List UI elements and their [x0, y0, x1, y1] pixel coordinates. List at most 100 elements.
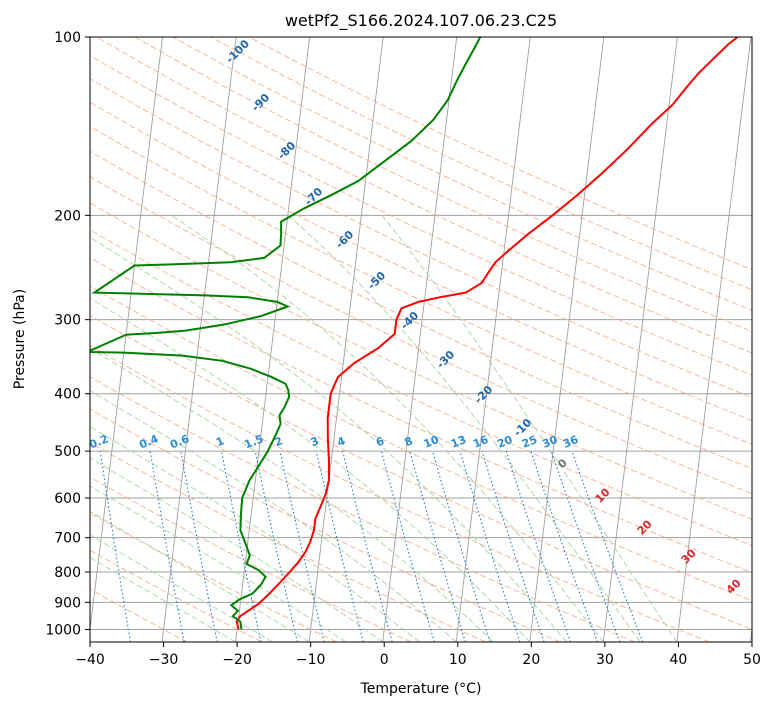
dry-adiabat — [90, 125, 752, 445]
mixing-ratio-label: 25 — [520, 433, 539, 451]
moist-adiabat — [90, 297, 531, 642]
y-tick-label: 100 — [54, 30, 81, 46]
dry-adiabat — [90, 229, 752, 547]
y-axis-label: Pressure (hPa) — [12, 289, 28, 389]
moist-adiabat — [381, 214, 678, 642]
moist-adiabat — [90, 510, 310, 642]
mixing-ratio-line — [254, 450, 298, 642]
isotherm-line — [455, 37, 531, 642]
x-tick-label: 0 — [380, 652, 389, 668]
dry-adiabat-label: 40 — [724, 576, 744, 596]
moist-adiabat — [90, 389, 457, 642]
isotherm-line — [676, 37, 752, 642]
moist-adiabat — [90, 485, 347, 642]
isotherm-line — [90, 37, 163, 634]
dry-adiabat-label: -90 — [249, 91, 272, 114]
dry-adiabat — [134, 37, 752, 332]
dry-adiabat-label: -30 — [434, 348, 457, 371]
x-tick-label: −40 — [75, 652, 105, 668]
dry-adiabat — [90, 376, 635, 642]
dry-adiabat — [90, 78, 752, 399]
mixing-ratio-line — [180, 451, 218, 642]
line-labels: 0.2 0.4 0.6 1 1.5 2 3 4 6 8 10 13 16 20 25 30 36-100-90-… — [87, 37, 743, 597]
dry-adiabat — [90, 54, 752, 376]
isotherm-line — [529, 37, 605, 642]
mixing-ratio-line — [571, 450, 644, 642]
mixing-ratio-line — [550, 450, 621, 642]
mixing-ratio-line — [380, 450, 435, 642]
y-ticks: 100 200 300 400 500 600 700 800 900 1000 — [45, 30, 90, 638]
moist-adiabat — [90, 556, 236, 642]
x-axis-label: Temperature (°C) — [360, 681, 482, 697]
mixing-ratio-line — [315, 450, 364, 642]
y-tick-label: 700 — [54, 531, 81, 547]
dry-adiabat-label: 20 — [635, 517, 655, 537]
temperature-line — [235, 37, 739, 630]
mixing-ratio-line — [459, 450, 521, 642]
mixing-ratio-label: 36 — [561, 433, 580, 451]
mixing-ratio-label: 13 — [449, 433, 468, 451]
dry-adiabat-label: -40 — [398, 309, 421, 332]
dry-adiabat — [96, 37, 752, 354]
y-tick-label: 1000 — [45, 622, 81, 638]
dry-adiabat — [90, 441, 486, 642]
isotherm-line — [235, 37, 311, 642]
dry-adiabat — [90, 549, 262, 642]
mixing-ratio-line — [505, 450, 572, 642]
mixing-ratio-line — [279, 450, 325, 642]
y-tick-label: 500 — [54, 444, 81, 460]
dry-adiabat-label: -60 — [333, 228, 356, 251]
mixing-ratio-line — [409, 450, 466, 642]
y-tick-label: 600 — [54, 491, 81, 507]
dry-adiabat — [90, 345, 710, 642]
background-lines — [90, 37, 752, 642]
mixing-ratio-line — [530, 450, 599, 642]
mixing-ratio-line — [481, 450, 545, 642]
mixing-ratio-line — [220, 450, 262, 642]
dry-adiabat-label: -50 — [365, 269, 388, 292]
dry-adiabat — [248, 37, 752, 271]
dry-adiabat — [90, 314, 752, 630]
mixing-ratio-label: 2 — [273, 434, 285, 449]
moist-adiabat — [90, 457, 383, 642]
x-tick-label: −10 — [296, 652, 326, 668]
x-tick-label: 10 — [449, 652, 467, 668]
x-ticks: −40 −30 −20 −10 0 10 20 30 40 50 — [75, 642, 761, 668]
y-tick-label: 300 — [54, 313, 81, 329]
dewpoint-line — [90, 37, 482, 630]
dry-adiabat — [90, 476, 412, 642]
dry-adiabat-label: 10 — [593, 485, 613, 505]
dry-adiabat — [90, 285, 752, 602]
mixing-ratio-label: 0.6 — [168, 432, 191, 451]
dry-adiabat-label: -100 — [223, 37, 252, 66]
plot-frame — [89, 36, 753, 643]
dry-adiabat — [210, 37, 752, 291]
profile-lines — [90, 37, 739, 630]
mixing-ratio-line — [432, 450, 491, 642]
x-tick-label: 50 — [743, 652, 761, 668]
dry-adiabat — [90, 202, 752, 520]
moist-adiabat — [90, 236, 567, 642]
dry-adiabat — [90, 512, 337, 642]
chart-title: wetPf2_S166.2024.107.06.23.C25 — [285, 11, 557, 31]
y-tick-label: 900 — [54, 595, 81, 611]
dry-adiabat-label: -20 — [472, 383, 495, 406]
dry-adiabat-label: 30 — [679, 546, 699, 566]
y-tick-label: 200 — [54, 208, 81, 224]
moist-adiabat — [90, 534, 273, 642]
mixing-ratio-line — [342, 450, 393, 642]
moist-adiabat — [171, 214, 604, 642]
x-tick-label: 30 — [596, 652, 614, 668]
y-tick-label: 800 — [54, 565, 81, 581]
mixing-ratio-label: 1 — [214, 434, 226, 449]
dry-adiabat — [90, 176, 752, 495]
mixing-ratio-label: 16 — [471, 433, 490, 451]
mixing-ratio-line — [99, 451, 131, 642]
x-tick-label: −30 — [149, 652, 179, 668]
mixing-ratio-label: 20 — [495, 433, 514, 451]
mixing-ratio-label: 0.2 — [87, 432, 110, 451]
y-tick-label: 400 — [54, 387, 81, 403]
x-tick-label: −20 — [222, 652, 252, 668]
x-tick-label: 40 — [670, 652, 688, 668]
